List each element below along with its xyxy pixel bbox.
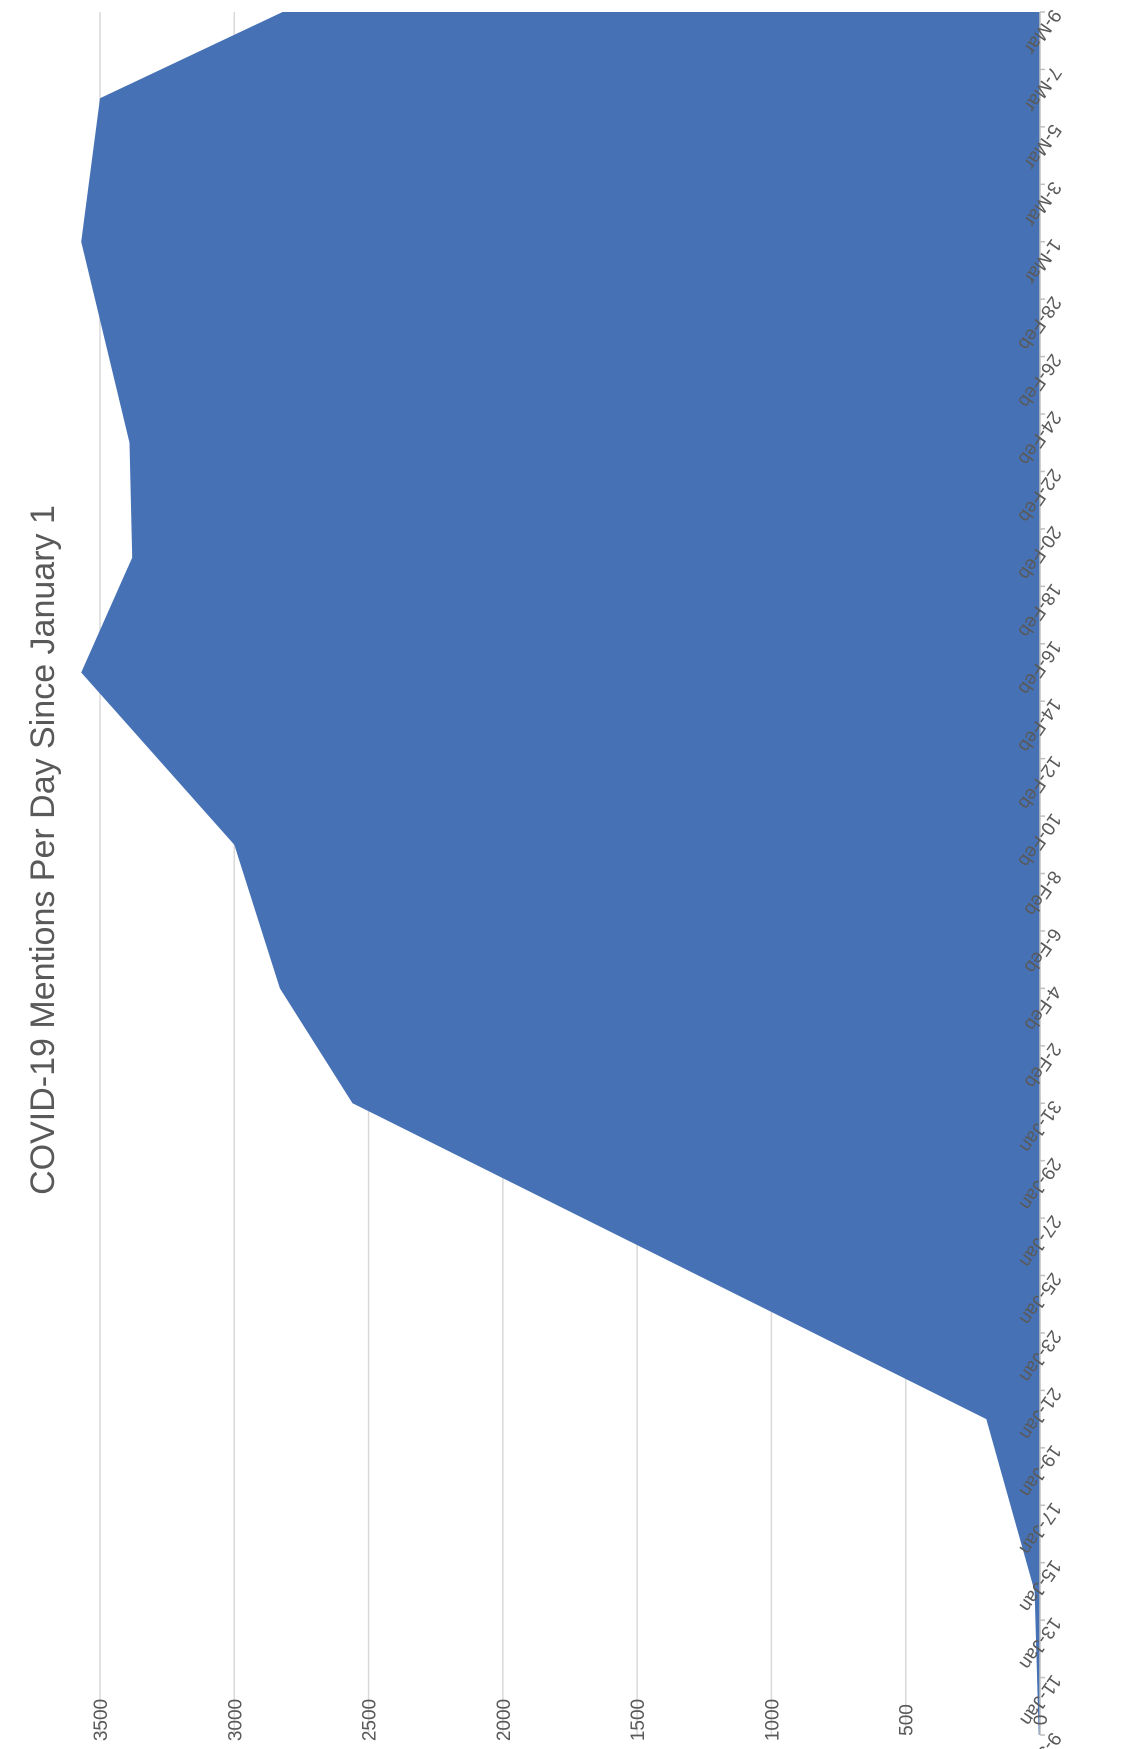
chart-title: COVID-19 Mentions Per Day Since January … bbox=[24, 505, 62, 1195]
y-tick-label-3000: 3000 bbox=[225, 1699, 246, 1741]
area-fill bbox=[81, 12, 1040, 1735]
y-tick-label-1000: 1000 bbox=[762, 1699, 783, 1741]
x-tick-label-9-Jan: 9-Jan bbox=[1021, 1728, 1065, 1749]
y-tick-label-1500: 1500 bbox=[628, 1699, 649, 1741]
y-tick-label-500: 500 bbox=[897, 1704, 918, 1736]
area-series bbox=[81, 12, 1040, 1735]
y-axis-tick-labels: 0 500 1000 1500 2000 2500 3000 3500 bbox=[91, 1699, 1052, 1741]
y-tick-label-2000: 2000 bbox=[494, 1699, 515, 1741]
y-tick-label-2500: 2500 bbox=[360, 1699, 381, 1741]
y-tick-label-3500: 3500 bbox=[91, 1699, 112, 1741]
y-tick-label-0: 0 bbox=[1031, 1715, 1052, 1726]
